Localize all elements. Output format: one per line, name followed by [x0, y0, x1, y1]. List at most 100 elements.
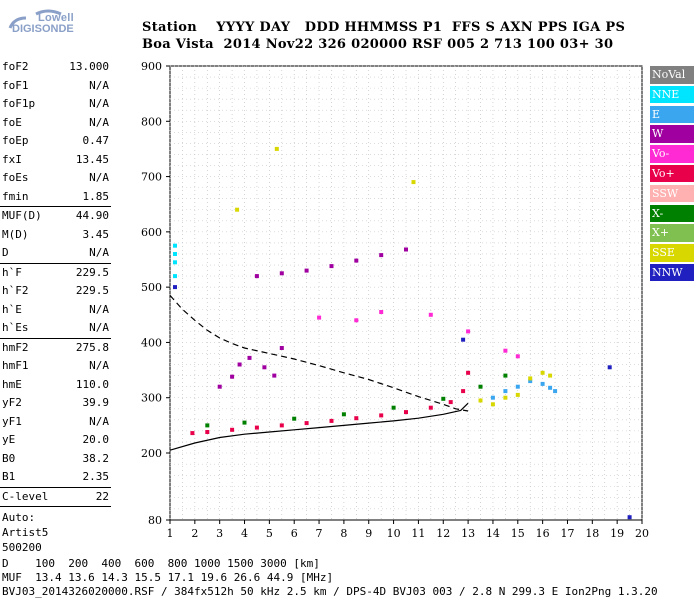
- param-row-hf2: h`F2 229.5: [2, 282, 109, 301]
- y-tick-label: 600: [141, 226, 162, 239]
- echo-point-voplus: [448, 400, 453, 405]
- param-value: 22: [95, 489, 109, 503]
- y-tick-label: 700: [141, 171, 162, 184]
- echo-point-sse: [515, 392, 520, 397]
- x-tick-label: 13: [461, 527, 475, 540]
- echo-point-nnw: [461, 337, 466, 342]
- echo-point-w: [304, 268, 309, 273]
- x-tick-label: 20: [635, 527, 649, 540]
- echo-point-voplus: [379, 413, 384, 418]
- param-row-mufd: MUF(D) 44.90: [2, 207, 109, 226]
- echo-point-sse: [528, 376, 533, 381]
- legend-item-nne: NNE: [650, 85, 694, 104]
- legend-item-e: E: [650, 105, 694, 124]
- param-name: foF1: [2, 78, 29, 92]
- echo-point-vominus: [503, 348, 508, 353]
- param-name: fmin: [2, 189, 29, 203]
- param-row-fof1: foF1 N/A: [2, 77, 109, 96]
- legend-item-xplus: X+: [650, 224, 694, 242]
- legend-item-noval: NoVal: [650, 66, 694, 84]
- param-value: 1.85: [82, 189, 110, 203]
- param-value: N/A: [89, 302, 109, 316]
- x-tick-label: 17: [560, 527, 574, 540]
- legend-item-vominus: Vo-: [650, 145, 694, 163]
- param-row-hes: h`Es N/A: [2, 319, 109, 338]
- footer-file-info: BVJ03_2014326020000.RSF / 384fx512h 50 k…: [2, 585, 658, 598]
- param-value: N/A: [89, 414, 109, 428]
- param-row-fxi: fxI 13.45: [2, 151, 109, 170]
- param-row-ye: yE 20.0: [2, 431, 109, 450]
- echo-point-nnw: [627, 515, 632, 520]
- echo-point-nne: [173, 252, 177, 256]
- param-value: N/A: [89, 171, 109, 184]
- echo-point-e: [528, 379, 533, 384]
- param-value: N/A: [89, 115, 109, 129]
- x-tick-label: 7: [316, 527, 323, 540]
- x-tick-label: 14: [486, 527, 500, 540]
- x-tick-label: 19: [610, 527, 624, 540]
- echo-point-vominus: [317, 315, 322, 320]
- echo-point-sse: [490, 402, 495, 407]
- header-labels: Station YYYY DAY DDD HHMMSS P1 FFS S AXN…: [142, 20, 626, 35]
- param-value: 110.0: [75, 377, 109, 391]
- echo-point-w: [217, 384, 222, 389]
- echo-point-voplus: [254, 425, 259, 430]
- param-value: 2.35: [82, 470, 110, 483]
- x-tick-label: 11: [411, 527, 425, 540]
- echo-point-sse: [411, 180, 416, 185]
- param-row-hme: hmE 110.0: [2, 376, 109, 395]
- echo-point-nne: [173, 260, 177, 265]
- x-tick-label: 18: [585, 527, 599, 540]
- legend-item-w: W: [650, 125, 694, 143]
- param-value: 20.0: [82, 433, 110, 446]
- param-row-clevel: C-level 22: [2, 488, 109, 507]
- y-tick-label: 800: [141, 115, 162, 128]
- y-tick-label: 900: [141, 60, 162, 73]
- echo-point-e: [540, 381, 545, 386]
- x-tick-label: 10: [387, 527, 401, 540]
- echo-point-voplus: [304, 421, 309, 426]
- auto-line: 500200: [2, 541, 42, 554]
- param-name: foF1p: [2, 97, 36, 110]
- echo-point-sse: [540, 370, 545, 375]
- param-value: 0.47: [82, 134, 110, 147]
- ionogram-chart: 1 2 3 4 5 6 7 8 9 10 11 12 13 14 15 16 17 18 19 20802003004…: [141, 60, 649, 540]
- param-name: hmF1: [2, 359, 29, 372]
- echo-point-xminus: [205, 423, 210, 428]
- echo-point-w: [279, 346, 284, 350]
- legend-item-sse: SSE: [650, 244, 694, 262]
- legend: NoVal NNE E W Vo- Vo+ SSW X- X+ SSE NNW: [650, 66, 694, 284]
- echo-point-e: [490, 395, 495, 400]
- echo-point-voplus: [404, 410, 408, 415]
- echo-point-voplus: [329, 418, 334, 423]
- echo-point-sse: [503, 395, 508, 400]
- echo-point-voplus: [190, 431, 195, 436]
- echo-point-sse: [478, 398, 483, 403]
- param-name: foF2: [2, 60, 29, 73]
- header-values: Boa Vista 2014 Nov22 326 020000 RSF 005 …: [142, 37, 614, 52]
- echo-point-e: [503, 389, 508, 394]
- echo-point-sse: [274, 146, 279, 151]
- echo-point-w: [404, 247, 408, 252]
- param-name: C-level: [2, 489, 49, 503]
- param-name: yF2: [2, 396, 22, 409]
- virtual-height-trace: [169, 402, 469, 451]
- param-value: 229.5: [75, 284, 109, 297]
- echo-point-e: [548, 385, 553, 390]
- param-row-foe: foE N/A: [2, 114, 109, 133]
- echo-point-xminus: [341, 412, 346, 417]
- echo-point-vominus: [354, 318, 359, 323]
- param-value: N/A: [89, 246, 109, 259]
- param-value: 39.9: [82, 396, 110, 409]
- param-name: B0: [2, 451, 16, 465]
- echo-point-w: [247, 355, 252, 360]
- param-separator: [0, 486, 111, 488]
- echo-point-w: [272, 373, 277, 378]
- param-row-fof2: foF2 13.000: [2, 58, 109, 77]
- param-name: MUF(D): [2, 209, 42, 222]
- param-name: yF1: [2, 414, 22, 428]
- echo-point-voplus: [461, 389, 466, 394]
- param-row-fmin: fmin 1.85: [2, 188, 109, 207]
- param-separator: [0, 506, 111, 507]
- echo-point-w: [230, 374, 235, 379]
